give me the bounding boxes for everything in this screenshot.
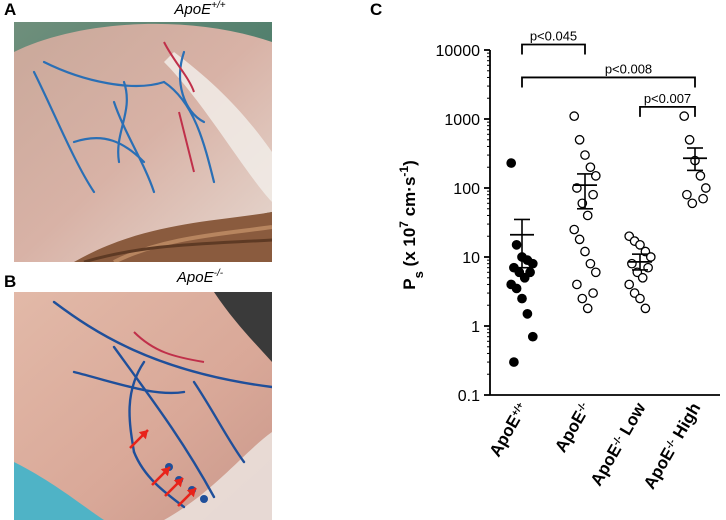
data-point <box>590 170 601 181</box>
significance-bracket <box>639 105 696 117</box>
data-point <box>590 267 601 278</box>
x-label-base: ApoE <box>640 444 679 492</box>
red-arrow <box>164 477 184 497</box>
panel-label-c: C <box>370 0 383 19</box>
data-point <box>582 303 593 314</box>
y-label-rest3: ) <box>400 160 419 166</box>
photo-title-b-sup: -/- <box>213 268 224 279</box>
data-point <box>582 210 593 221</box>
x-tick-label: ApoE-/- <box>551 400 594 456</box>
y-tick-label: 10000 <box>436 43 481 60</box>
y-label-sup1: 7 <box>397 221 411 228</box>
data-point <box>577 293 588 304</box>
data-point <box>580 150 590 160</box>
red-arrow <box>129 429 149 449</box>
data-point <box>522 308 533 319</box>
data-point <box>574 134 585 145</box>
data-point <box>569 224 580 235</box>
photo-title-a-base: ApoE <box>174 1 212 18</box>
p-value-label: p<0.008 <box>605 61 652 76</box>
error-bars <box>510 147 707 271</box>
data-point <box>700 183 711 193</box>
significance-bracket <box>521 43 586 55</box>
data-point <box>679 111 690 121</box>
x-tick-label: ApoE+/+ <box>486 399 532 460</box>
data-point <box>527 258 538 269</box>
x-label-base: ApoE <box>486 412 525 460</box>
photo-title-a-sup: +/+ <box>211 0 226 11</box>
p-value-label: p<0.045 <box>530 29 577 44</box>
data-point <box>569 111 580 121</box>
photo-title-b-base: ApoE <box>176 269 214 286</box>
data-point <box>519 272 530 283</box>
photo-apoe-knockout <box>14 292 272 520</box>
y-axis-label: Ps (x 107 cm·s-1) <box>397 160 426 290</box>
data-point <box>684 134 695 145</box>
y-label-rest2: cm·s <box>400 177 419 221</box>
significance-brackets: p<0.045 p<0.008 p<0.007 <box>521 29 696 117</box>
red-arrow <box>151 466 171 486</box>
photo-title-b: ApoE-/- <box>140 268 260 286</box>
x-label-suffix: Low <box>614 399 650 443</box>
data-point <box>624 279 635 290</box>
data-point <box>695 170 706 181</box>
data-point <box>572 279 582 290</box>
y-tick-label: 1 <box>471 319 480 336</box>
data-point <box>574 234 585 245</box>
photo-title-a: ApoE+/+ <box>140 0 260 18</box>
x-tick-label: ApoE-/- Low <box>587 399 650 489</box>
data-point <box>585 258 596 269</box>
data-point <box>580 246 590 257</box>
y-label-main: P <box>400 278 419 289</box>
data-point <box>635 293 645 304</box>
x-label-suffix: High <box>667 400 705 446</box>
data-point <box>588 288 598 298</box>
data-point <box>635 239 645 250</box>
y-label-sub: s <box>411 271 426 278</box>
photo-apoe-wildtype <box>14 22 272 262</box>
chart-axes <box>489 50 720 396</box>
data-point <box>640 303 651 314</box>
data-point <box>627 258 637 269</box>
x-label-base: ApoE <box>551 408 590 456</box>
data-point <box>506 158 517 168</box>
data-point <box>511 239 522 250</box>
data-points <box>506 111 711 367</box>
y-label-rest1: (x 10 <box>400 228 419 271</box>
data-point <box>682 189 692 200</box>
data-point <box>511 283 522 294</box>
data-point <box>698 193 708 204</box>
panel-label-b: B <box>4 272 17 291</box>
data-point <box>637 272 648 283</box>
x-label-base: ApoE <box>587 441 626 489</box>
panel-label-a: A <box>4 0 17 19</box>
data-point <box>527 331 538 342</box>
data-point <box>517 293 527 304</box>
data-point <box>509 357 519 367</box>
y-tick-label: 100 <box>453 181 480 198</box>
y-tick-label: 0.1 <box>458 388 480 405</box>
p-value-label: p<0.007 <box>644 91 691 106</box>
y-tick-label: 1000 <box>444 112 480 129</box>
data-point <box>585 162 596 173</box>
red-arrow <box>177 487 197 507</box>
photo-b-illustration <box>14 292 272 520</box>
data-point <box>687 198 698 209</box>
y-tick-label: 10 <box>462 250 480 267</box>
significance-bracket <box>521 76 696 88</box>
y-ticks: 0.1 1 10 100 1000 10000 <box>436 43 490 405</box>
y-label-sup2: -1 <box>397 166 411 177</box>
data-point <box>588 189 598 200</box>
photo-a-illustration <box>14 22 272 262</box>
x-tick-label: ApoE-/- High <box>640 400 705 493</box>
